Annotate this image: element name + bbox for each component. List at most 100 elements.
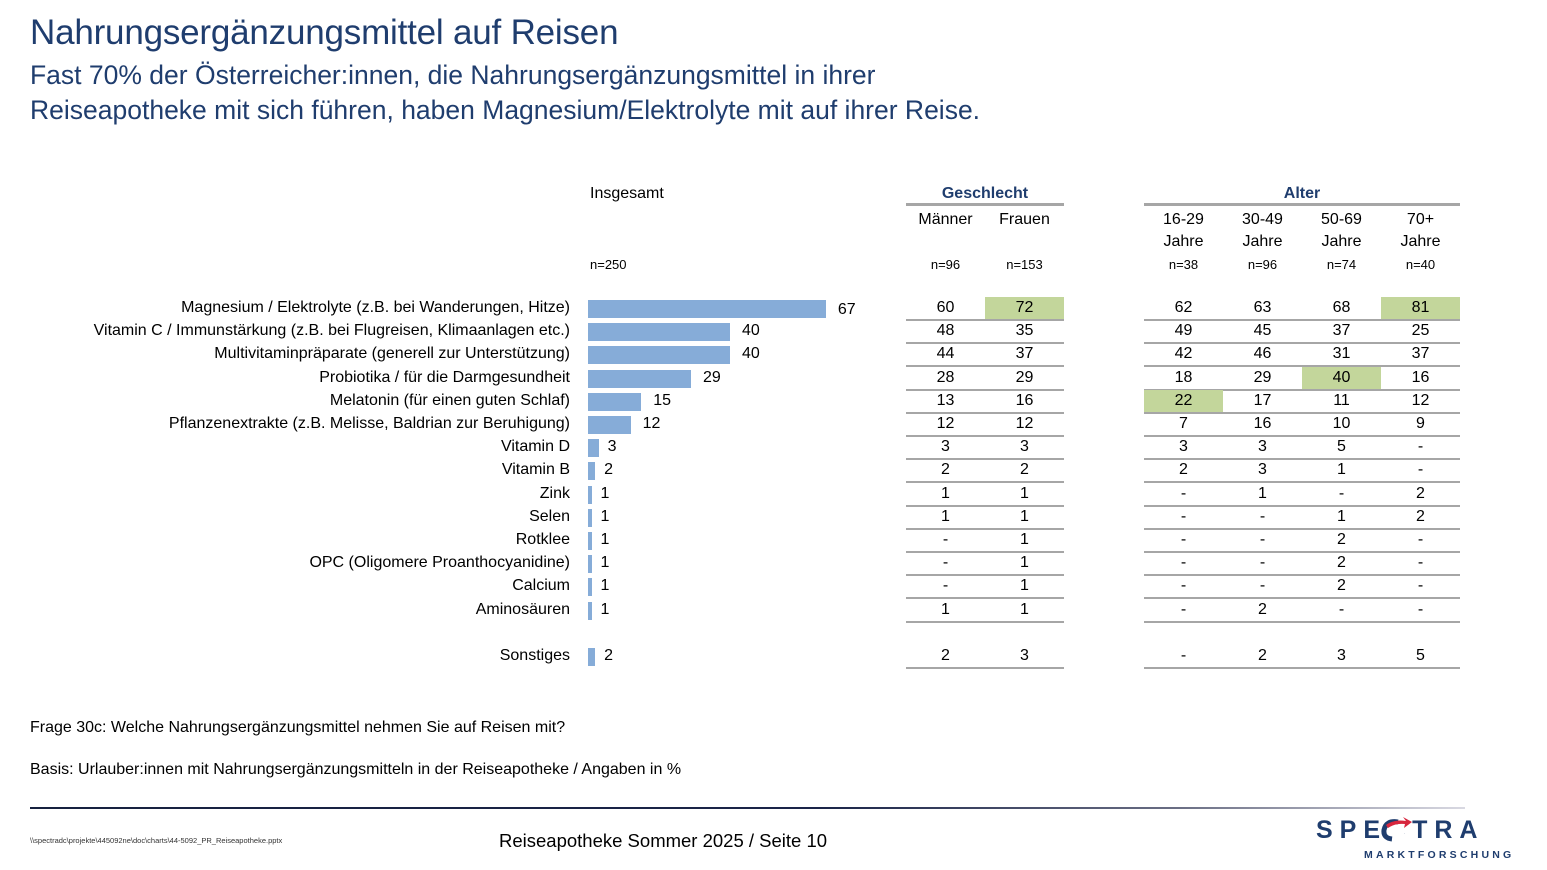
table-cell: 60 xyxy=(936,299,955,316)
table-cell: 2 xyxy=(1416,484,1425,502)
table-cell: 2 xyxy=(1337,577,1346,595)
row-label: Sonstiges xyxy=(499,646,570,664)
table-cell: 2 xyxy=(941,646,950,664)
table-cell: 3 xyxy=(1179,438,1188,456)
column-sample-size: n=153 xyxy=(1006,257,1043,272)
table-cell: 2 xyxy=(1416,507,1425,525)
table-cell: 13 xyxy=(936,391,955,409)
row-divider xyxy=(1144,597,1460,600)
footer-divider xyxy=(30,807,1465,809)
bar-value-label: 1 xyxy=(600,507,610,525)
column-sample-size: n=96 xyxy=(1247,257,1278,272)
column-header: 50-69 xyxy=(1321,211,1362,228)
table-cell: - xyxy=(942,554,949,572)
group-header-age: Alter xyxy=(1283,185,1321,202)
row-label: Aminosäuren xyxy=(475,600,570,618)
row-divider xyxy=(1144,365,1460,368)
bar-value-label: 15 xyxy=(653,391,672,409)
table-cell: 3 xyxy=(1258,461,1267,479)
bar xyxy=(588,508,592,527)
row-divider xyxy=(906,458,1064,461)
column-header: 16-29 xyxy=(1163,211,1204,228)
row-label: Melatonin (für einen guten Schlaf) xyxy=(329,391,570,409)
table-cell: 3 xyxy=(1337,646,1346,664)
column-sample-size: n=40 xyxy=(1405,257,1436,272)
table-cell: 5 xyxy=(1416,646,1425,664)
row-divider xyxy=(906,319,1064,321)
table-cell: - xyxy=(1417,554,1424,572)
column-header-sub: Jahre xyxy=(1321,233,1362,250)
bar-value-label: 3 xyxy=(607,438,617,456)
table-cell: 2 xyxy=(1337,531,1346,548)
table-cell: 37 xyxy=(1332,322,1351,340)
column-header-sub: Jahre xyxy=(1163,233,1204,250)
row-divider xyxy=(1144,551,1460,553)
table-cell: - xyxy=(1338,484,1345,502)
table-cell: - xyxy=(1259,507,1266,525)
table-cell: - xyxy=(1259,531,1266,548)
table-cell: 1 xyxy=(941,600,950,618)
bar-value-label: 67 xyxy=(837,301,856,318)
table-cell: 25 xyxy=(1411,322,1430,340)
table-cell: 2 xyxy=(1020,461,1029,479)
column-header: Frauen xyxy=(999,211,1050,228)
row-label: Calcium xyxy=(512,577,570,595)
row-divider xyxy=(906,411,1064,414)
table-cell: 12 xyxy=(1411,391,1430,409)
table-cell: 1 xyxy=(1337,461,1346,479)
row-divider xyxy=(906,342,1064,345)
table-cell: - xyxy=(1417,461,1424,479)
row-divider xyxy=(906,504,1064,507)
row-label: Vitamin D xyxy=(500,438,570,456)
row-divider xyxy=(906,481,1064,484)
row-divider xyxy=(1144,342,1460,345)
bar-value-label: 1 xyxy=(600,484,610,502)
slide-title: Nahrungsergänzungsmittel auf Reisen xyxy=(30,13,619,52)
table-cell: 1 xyxy=(1020,554,1029,572)
table-cell: 1 xyxy=(1020,531,1029,548)
row-divider xyxy=(906,388,1064,391)
table-cell: - xyxy=(1180,531,1187,548)
bar xyxy=(588,439,599,458)
bar-value-label: 12 xyxy=(642,415,661,432)
spectra-logo: SPECTRA MARKTFORSCHUNG xyxy=(1316,816,1521,862)
bar xyxy=(588,485,592,504)
table-cell: 9 xyxy=(1416,415,1425,432)
row-divider xyxy=(906,551,1064,553)
logo-tagline: MARKTFORSCHUNG xyxy=(1364,849,1515,861)
row-divider xyxy=(1144,319,1460,321)
bar xyxy=(588,346,730,365)
table-cell: - xyxy=(1417,438,1424,456)
table-cell: - xyxy=(1180,507,1187,525)
table-cell: - xyxy=(1259,554,1266,572)
table-cell: 68 xyxy=(1332,299,1351,316)
table-cell: - xyxy=(942,531,949,548)
table-cell: 3 xyxy=(941,438,950,456)
slide-subtitle-line-2: Reiseapotheke mit sich führen, haben Mag… xyxy=(30,95,981,125)
row-label: Multivitaminpräparate (generell zur Unte… xyxy=(214,345,570,363)
table-cell: 2 xyxy=(1179,461,1188,479)
table-cell: 2 xyxy=(1258,600,1267,618)
table-cell: - xyxy=(1259,577,1266,595)
group-header-gender: Geschlecht xyxy=(941,185,1029,202)
row-divider xyxy=(906,597,1064,600)
table-cell: 45 xyxy=(1253,322,1272,340)
table-cell: 62 xyxy=(1174,299,1193,316)
table-cell: - xyxy=(1417,600,1424,618)
question-note: Frage 30c: Welche Nahrungsergänzungsmitt… xyxy=(30,719,566,736)
row-label: Selen xyxy=(529,507,570,525)
row-label: Zink xyxy=(539,484,570,502)
table-cell: - xyxy=(1180,577,1187,595)
table-cell: 49 xyxy=(1174,322,1193,340)
basis-note: Basis: Urlauber:innen mit Nahrungsergänz… xyxy=(30,761,682,778)
row-divider xyxy=(1144,458,1460,461)
row-divider xyxy=(906,365,1064,368)
table-cell: 16 xyxy=(1253,415,1272,432)
row-divider xyxy=(1144,388,1460,391)
table-cell: - xyxy=(1338,600,1345,618)
file-path: \\spectradc\projekte\445092ne\doc\charts… xyxy=(30,836,283,845)
row-divider xyxy=(906,620,1064,623)
bar-value-label: 2 xyxy=(604,646,613,664)
table-cell: 16 xyxy=(1411,368,1430,386)
column-sample-size: n=38 xyxy=(1168,257,1199,272)
